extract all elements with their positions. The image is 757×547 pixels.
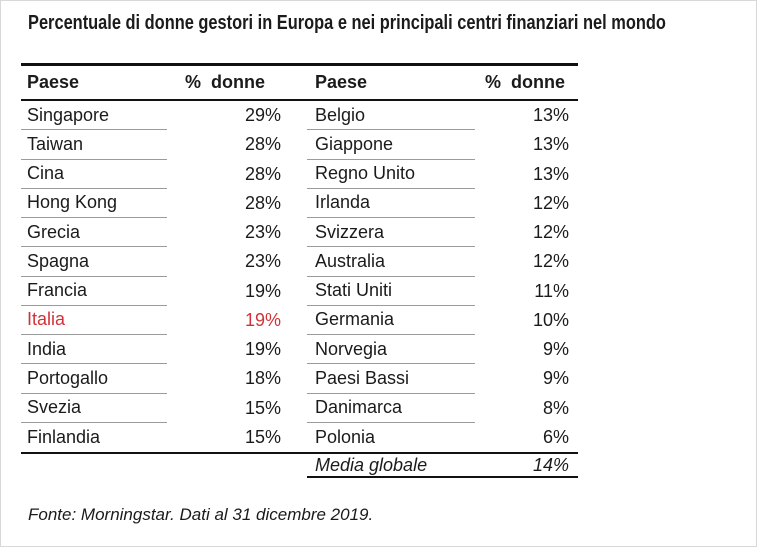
country-cell: Portogallo xyxy=(21,364,167,394)
country-cell: Hong Kong xyxy=(21,189,167,218)
table-header-row: Paese % donne Paese % donne xyxy=(21,66,578,101)
table-row: Taiwan 28% xyxy=(21,130,293,160)
pct-cell: 12% xyxy=(532,222,569,243)
table-row: Polonia 6% xyxy=(307,423,578,452)
table-row: Paesi Bassi 9% xyxy=(307,364,578,394)
country-cell: Paesi Bassi xyxy=(307,364,475,394)
table-row: Australia 12% xyxy=(307,247,578,277)
summary-label: Media globale xyxy=(315,454,428,475)
pct-cell: 28% xyxy=(244,163,281,184)
country-cell: India xyxy=(21,335,167,365)
country-cell: Grecia xyxy=(21,218,167,248)
left-column: Singapore 29% Taiwan 28% Cina 28% Hong Kong 28%… xyxy=(21,101,293,452)
pct-cell: 19% xyxy=(244,280,281,301)
pct-cell: 13% xyxy=(532,134,569,155)
pct-cell: 18% xyxy=(244,368,281,389)
table-row: Norvegia 9% xyxy=(307,335,578,365)
pct-cell: 13% xyxy=(532,105,569,126)
pct-cell: 23% xyxy=(244,222,281,243)
table-row: Svezia 15% xyxy=(21,394,293,423)
country-cell: Danimarca xyxy=(307,394,475,423)
country-cell: Taiwan xyxy=(21,130,167,160)
table-row: Spagna 23% xyxy=(21,247,293,277)
table-row: Danimarca 8% xyxy=(307,394,578,423)
pct-cell: 28% xyxy=(244,134,281,155)
country-cell: Giappone xyxy=(307,130,475,160)
column-header-donne-left: % donne xyxy=(185,72,265,92)
country-cell: Cina xyxy=(21,160,167,189)
table-row: Finlandia 15% xyxy=(21,423,293,452)
table-row: Regno Unito 13% xyxy=(307,160,578,189)
table-row: India 19% xyxy=(21,335,293,365)
table-row: Giappone 13% xyxy=(307,130,578,160)
pct-cell: 29% xyxy=(244,105,281,126)
header-right-half: Paese % donne xyxy=(293,66,578,99)
pct-cell: 6% xyxy=(542,426,569,447)
country-cell: Irlanda xyxy=(307,189,475,218)
country-cell: Norvegia xyxy=(307,335,475,365)
table-row: Italia 19% xyxy=(21,306,293,335)
pct-cell: 23% xyxy=(244,251,281,272)
country-cell: Svezia xyxy=(21,394,167,423)
pct-cell: 9% xyxy=(542,368,569,389)
header-left-half: Paese % donne xyxy=(21,66,293,99)
pct-cell: 9% xyxy=(542,339,569,360)
country-cell: Polonia xyxy=(315,426,376,447)
country-cell: Germania xyxy=(307,306,475,335)
pct-cell: 8% xyxy=(542,397,569,418)
table-row: Germania 10% xyxy=(307,306,578,335)
table-row: Stati Uniti 11% xyxy=(307,277,578,306)
column-header-paese-right: Paese xyxy=(315,72,368,92)
country-cell: Australia xyxy=(307,247,475,277)
summary-value: 14% xyxy=(532,454,569,475)
source-note: Fonte: Morningstar. Dati al 31 dicembre … xyxy=(28,505,374,524)
table-row: Hong Kong 28% xyxy=(21,189,293,218)
table-row: Cina 28% xyxy=(21,160,293,189)
pct-cell: 28% xyxy=(244,192,281,213)
country-cell: Regno Unito xyxy=(307,160,475,189)
table-row: Svizzera 12% xyxy=(307,218,578,248)
table-row: Francia 19% xyxy=(21,277,293,306)
country-cell: Stati Uniti xyxy=(307,277,475,306)
column-header-paese-left: Paese xyxy=(27,72,80,92)
column-header-donne-right: % donne xyxy=(485,72,565,92)
table-row: Grecia 23% xyxy=(21,218,293,248)
table-row: Portogallo 18% xyxy=(21,364,293,394)
country-cell: Finlandia xyxy=(27,426,101,447)
summary-row: Media globale 14% xyxy=(307,454,578,478)
table-row: Singapore 29% xyxy=(21,101,293,131)
pct-cell: 15% xyxy=(244,426,281,447)
pct-cell: 12% xyxy=(532,251,569,272)
country-cell: Italia xyxy=(21,306,167,335)
country-cell: Svizzera xyxy=(307,218,475,248)
pct-cell: 19% xyxy=(244,339,281,360)
country-cell: Spagna xyxy=(21,247,167,277)
pct-cell: 13% xyxy=(532,163,569,184)
right-column: Belgio 13% Giappone 13% Regno Unito 13% Irland… xyxy=(293,101,578,452)
pct-cell: 15% xyxy=(244,397,281,418)
country-cell: Belgio xyxy=(307,101,475,131)
pct-cell: 12% xyxy=(532,192,569,213)
table-body: Singapore 29% Taiwan 28% Cina 28% Hong Kong 28%… xyxy=(21,101,578,454)
pct-cell: 19% xyxy=(244,309,281,330)
data-table: Paese % donne Paese % donne Singapore 29%… xyxy=(21,63,578,478)
table-row: Belgio 13% xyxy=(307,101,578,131)
chart-title: Percentuale di donne gestori in Europa e… xyxy=(28,12,666,34)
pct-cell: 11% xyxy=(534,280,569,301)
country-cell: Singapore xyxy=(21,101,167,131)
table-row: Irlanda 12% xyxy=(307,189,578,218)
country-cell: Francia xyxy=(21,277,167,306)
pct-cell: 10% xyxy=(532,309,569,330)
